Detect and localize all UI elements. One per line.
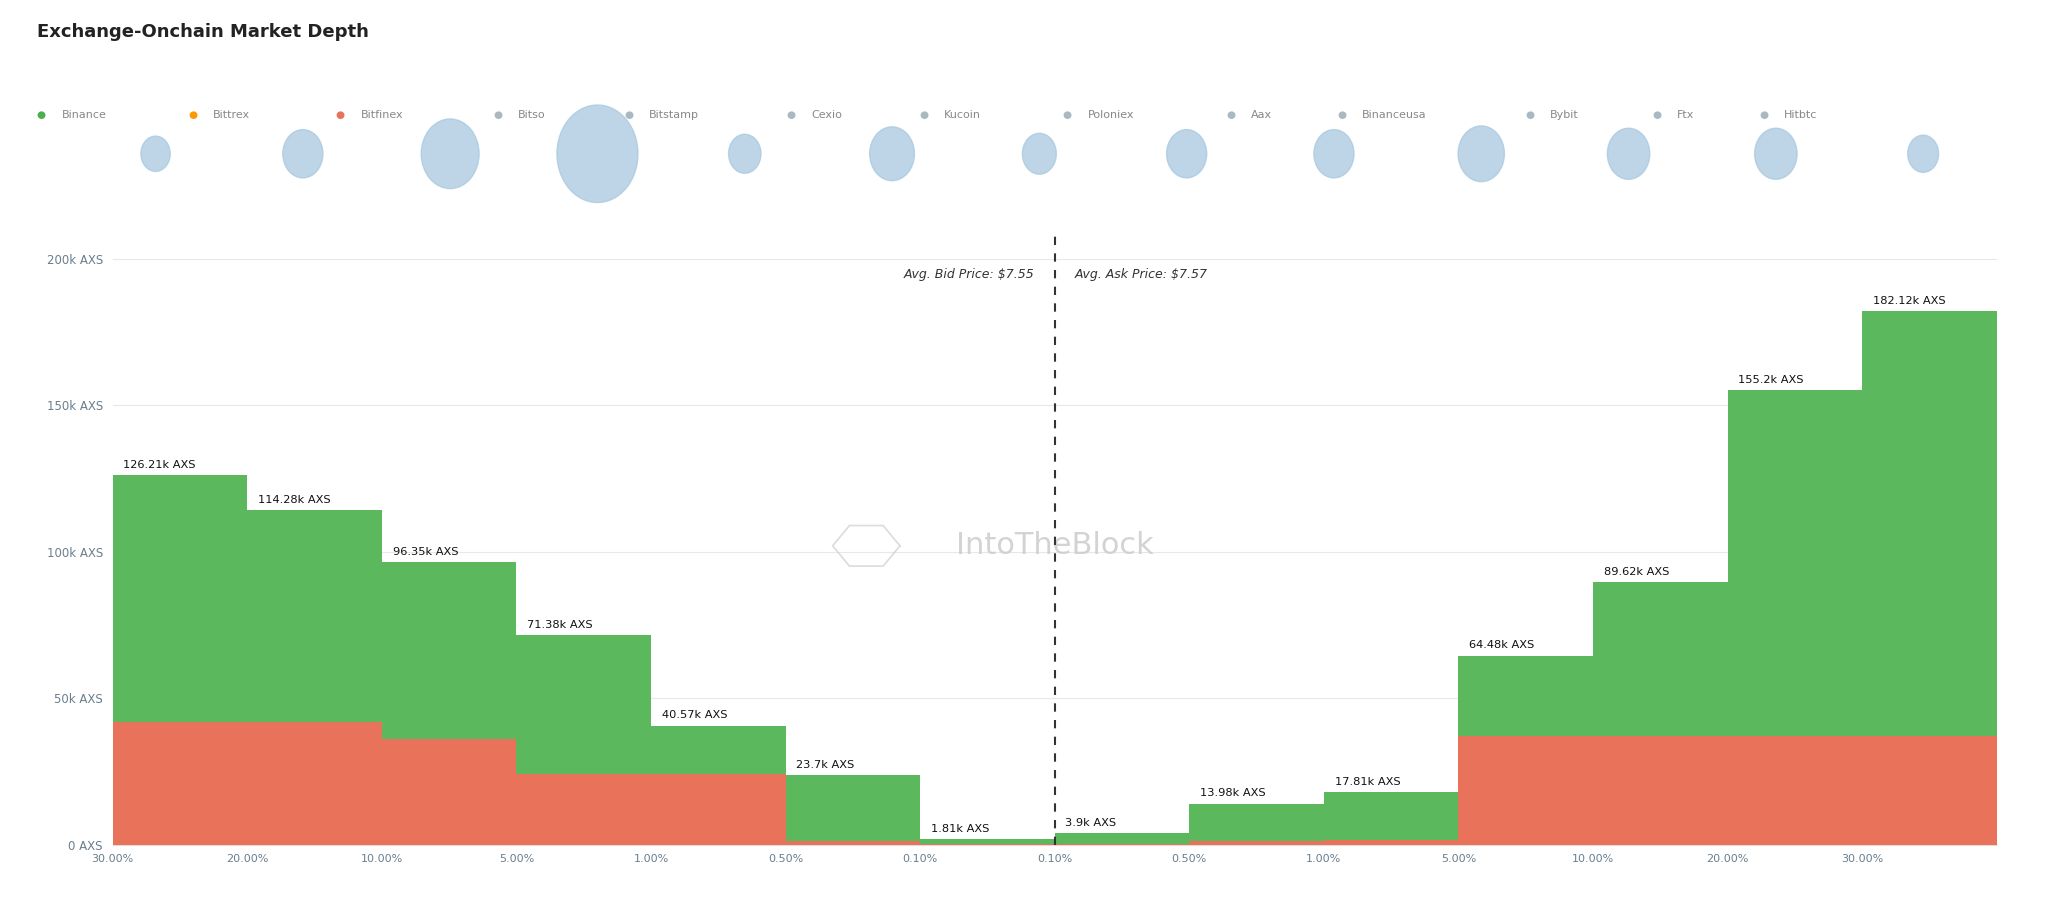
Text: ●: ● xyxy=(920,110,928,119)
Bar xyxy=(1593,736,1729,845)
Text: ●: ● xyxy=(1526,110,1534,119)
Bar xyxy=(1190,841,1323,845)
Text: 1.81k AXS: 1.81k AXS xyxy=(932,824,989,834)
Bar xyxy=(1190,803,1323,845)
Bar xyxy=(1729,390,1862,845)
Text: 64.48k AXS: 64.48k AXS xyxy=(1468,641,1534,651)
Bar xyxy=(651,726,786,845)
Ellipse shape xyxy=(1755,129,1796,179)
Text: ●: ● xyxy=(1337,110,1346,119)
Ellipse shape xyxy=(1458,126,1505,182)
Bar xyxy=(1729,736,1862,845)
Text: 17.81k AXS: 17.81k AXS xyxy=(1335,778,1401,787)
Bar xyxy=(651,774,786,845)
Text: Bitfinex: Bitfinex xyxy=(360,110,403,119)
Text: 13.98k AXS: 13.98k AXS xyxy=(1200,789,1266,799)
Text: ●: ● xyxy=(786,110,795,119)
Bar xyxy=(1862,736,1997,845)
Text: ●: ● xyxy=(336,110,344,119)
Bar xyxy=(1862,311,1997,845)
Text: 71.38k AXS: 71.38k AXS xyxy=(526,621,592,631)
Text: Bittrex: Bittrex xyxy=(213,110,250,119)
Bar xyxy=(786,775,920,845)
Text: Exchange-Onchain Market Depth: Exchange-Onchain Market Depth xyxy=(37,23,369,41)
Text: Binanceusa: Binanceusa xyxy=(1362,110,1427,119)
Ellipse shape xyxy=(283,129,324,178)
Text: 182.12k AXS: 182.12k AXS xyxy=(1874,296,1946,306)
Bar xyxy=(381,739,516,845)
Text: 3.9k AXS: 3.9k AXS xyxy=(1065,818,1116,828)
Bar xyxy=(516,635,651,845)
Ellipse shape xyxy=(557,105,639,203)
Text: Poloniex: Poloniex xyxy=(1087,110,1135,119)
Text: 89.62k AXS: 89.62k AXS xyxy=(1604,566,1669,577)
Ellipse shape xyxy=(1315,129,1354,178)
Text: 114.28k AXS: 114.28k AXS xyxy=(258,495,330,505)
Text: Hitbtc: Hitbtc xyxy=(1784,110,1817,119)
Text: Binance: Binance xyxy=(61,110,106,119)
Text: ●: ● xyxy=(188,110,197,119)
Text: Bitso: Bitso xyxy=(518,110,545,119)
Bar xyxy=(381,563,516,845)
Bar xyxy=(1458,736,1593,845)
Text: 126.21k AXS: 126.21k AXS xyxy=(123,460,197,470)
Ellipse shape xyxy=(141,136,170,172)
Ellipse shape xyxy=(1167,129,1206,178)
Ellipse shape xyxy=(1909,135,1939,173)
Ellipse shape xyxy=(1608,129,1651,179)
Text: Cexio: Cexio xyxy=(811,110,842,119)
Bar xyxy=(1323,840,1458,845)
Text: ●: ● xyxy=(37,110,45,119)
Bar xyxy=(786,841,920,845)
Bar xyxy=(920,839,1055,845)
Ellipse shape xyxy=(870,127,915,181)
Text: Avg. Ask Price: $7.57: Avg. Ask Price: $7.57 xyxy=(1075,267,1208,281)
Ellipse shape xyxy=(729,134,762,174)
Text: ●: ● xyxy=(1227,110,1235,119)
Text: Aax: Aax xyxy=(1251,110,1272,119)
Text: Bybit: Bybit xyxy=(1550,110,1579,119)
Bar xyxy=(516,774,651,845)
Text: 96.35k AXS: 96.35k AXS xyxy=(393,547,459,557)
Text: 40.57k AXS: 40.57k AXS xyxy=(662,711,727,721)
Bar xyxy=(1323,792,1458,845)
Text: 155.2k AXS: 155.2k AXS xyxy=(1739,375,1804,385)
Bar xyxy=(1593,582,1729,845)
Text: 23.7k AXS: 23.7k AXS xyxy=(797,760,854,770)
Text: Ftx: Ftx xyxy=(1677,110,1694,119)
Text: Avg. Bid Price: $7.55: Avg. Bid Price: $7.55 xyxy=(903,267,1034,281)
Bar xyxy=(1055,834,1190,845)
Text: ●: ● xyxy=(625,110,633,119)
Text: IntoTheBlock: IntoTheBlock xyxy=(956,532,1153,560)
Bar xyxy=(113,722,248,845)
Text: ●: ● xyxy=(494,110,502,119)
Text: ●: ● xyxy=(1759,110,1767,119)
Bar xyxy=(248,722,381,845)
Bar xyxy=(248,509,381,845)
Text: ●: ● xyxy=(1653,110,1661,119)
Text: Kucoin: Kucoin xyxy=(944,110,981,119)
Bar xyxy=(113,475,248,845)
Bar xyxy=(1458,655,1593,845)
Ellipse shape xyxy=(1022,133,1057,174)
Text: Bitstamp: Bitstamp xyxy=(649,110,698,119)
Ellipse shape xyxy=(422,119,479,188)
Text: ●: ● xyxy=(1063,110,1071,119)
